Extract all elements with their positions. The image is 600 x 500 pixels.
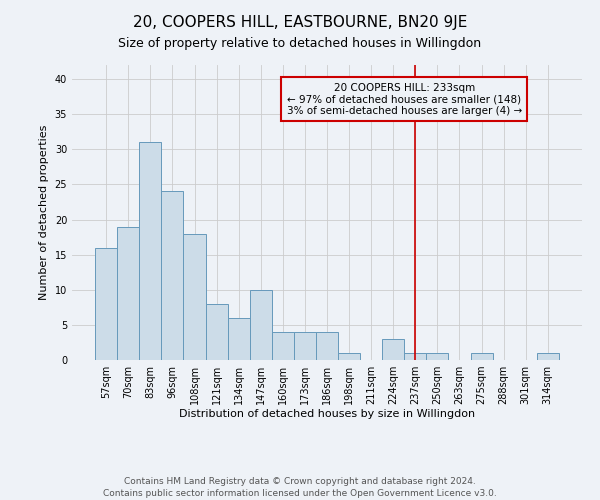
Bar	[404, 353, 427, 360]
Bar	[537, 353, 559, 360]
Bar	[316, 332, 338, 360]
Bar	[117, 226, 139, 360]
Bar	[294, 332, 316, 360]
Bar	[161, 192, 184, 360]
X-axis label: Distribution of detached houses by size in Willingdon: Distribution of detached houses by size …	[179, 408, 475, 418]
Bar	[184, 234, 206, 360]
Bar	[382, 339, 404, 360]
Bar	[250, 290, 272, 360]
Bar	[470, 353, 493, 360]
Bar	[227, 318, 250, 360]
Text: 20, COOPERS HILL, EASTBOURNE, BN20 9JE: 20, COOPERS HILL, EASTBOURNE, BN20 9JE	[133, 15, 467, 30]
Text: 20 COOPERS HILL: 233sqm
← 97% of detached houses are smaller (148)
3% of semi-de: 20 COOPERS HILL: 233sqm ← 97% of detache…	[287, 82, 522, 116]
Bar	[139, 142, 161, 360]
Bar	[206, 304, 227, 360]
Bar	[272, 332, 294, 360]
Bar	[338, 353, 360, 360]
Text: Size of property relative to detached houses in Willingdon: Size of property relative to detached ho…	[118, 38, 482, 51]
Y-axis label: Number of detached properties: Number of detached properties	[39, 125, 49, 300]
Bar	[95, 248, 117, 360]
Bar	[427, 353, 448, 360]
Text: Contains HM Land Registry data © Crown copyright and database right 2024.
Contai: Contains HM Land Registry data © Crown c…	[103, 476, 497, 498]
